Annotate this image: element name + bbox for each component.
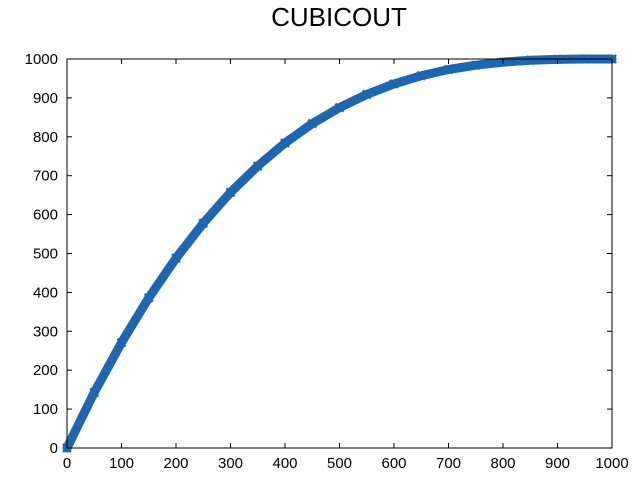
y-tick-label: 900 xyxy=(33,90,58,107)
data-point xyxy=(470,60,481,71)
data-point xyxy=(280,138,290,148)
plot-area xyxy=(62,54,617,453)
x-tick-label: 900 xyxy=(545,455,570,472)
y-tick-label: 0 xyxy=(50,440,58,457)
data-point xyxy=(416,70,427,81)
x-tick-label: 200 xyxy=(163,455,188,472)
x-tick-label: 500 xyxy=(327,455,352,472)
data-point xyxy=(334,102,345,113)
y-tick-label: 700 xyxy=(33,168,58,185)
x-tick-label: 600 xyxy=(381,455,406,472)
data-point xyxy=(443,64,454,75)
data-point xyxy=(171,253,181,264)
y-tick-label: 800 xyxy=(33,129,58,146)
y-tick-label: 600 xyxy=(33,207,58,224)
x-tick-label: 0 xyxy=(63,455,71,472)
y-tick-label: 300 xyxy=(33,323,58,340)
x-tick-label: 400 xyxy=(272,455,297,472)
y-tick-label: 100 xyxy=(33,401,58,418)
data-point xyxy=(361,89,372,100)
data-point xyxy=(252,161,263,171)
y-tick-label: 500 xyxy=(33,246,58,263)
data-point xyxy=(143,292,154,303)
x-tick-label: 300 xyxy=(218,455,243,472)
x-tick-label: 800 xyxy=(490,455,515,472)
y-tick-label: 1000 xyxy=(25,51,58,68)
chart-title: CUBICOUT xyxy=(271,2,407,32)
x-tick-label: 100 xyxy=(109,455,134,472)
data-point xyxy=(525,55,536,66)
data-point xyxy=(89,387,100,398)
series-line xyxy=(62,54,617,453)
data-point xyxy=(307,118,318,129)
x-tick-label: 1000 xyxy=(595,455,628,472)
y-tick-label: 200 xyxy=(33,362,58,379)
data-point xyxy=(116,337,127,348)
x-tick-label: 700 xyxy=(436,455,461,472)
data-point xyxy=(389,79,399,89)
axes: 0 100 200 300 400 500 600 700 800 900 1000 0 100 200 3… xyxy=(25,51,629,472)
data-point xyxy=(198,218,209,229)
data-point xyxy=(225,187,236,198)
y-tick-label: 400 xyxy=(33,284,58,301)
plot-frame xyxy=(66,58,613,449)
